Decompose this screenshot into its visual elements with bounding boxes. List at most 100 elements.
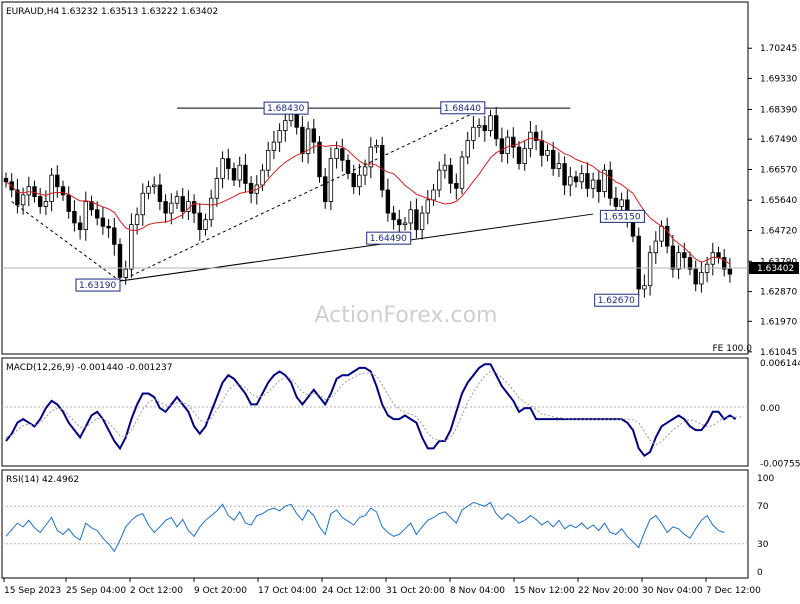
candle [596, 170, 601, 203]
price-panel-title: EURAUD,H4 [6, 7, 59, 17]
candle [260, 164, 265, 191]
candle [647, 245, 653, 296]
time-axis-label: 9 Oct 20:00 [194, 586, 247, 596]
time-axis-label: 15 Sep 2023 [4, 586, 61, 596]
candle [482, 115, 487, 142]
candle [442, 154, 448, 179]
candle [579, 164, 584, 189]
candle [277, 123, 282, 153]
candle [590, 172, 596, 199]
candle [146, 180, 151, 200]
price-axis: 1.70245 1.69330 1.68390 1.67490 1.66570 1.656… [748, 44, 797, 358]
price-axis-label: 1.64720 [760, 227, 797, 237]
candle [317, 136, 322, 183]
ohlc-close: 1.63402 [181, 7, 218, 17]
price-axis-label: 1.67490 [760, 135, 797, 145]
candle [568, 166, 573, 197]
candle [311, 119, 316, 154]
candle [693, 260, 698, 292]
candle [237, 156, 242, 188]
dashed-trendline [119, 107, 486, 282]
candle [602, 164, 607, 198]
candle [100, 206, 106, 235]
candle [488, 109, 493, 137]
candle [562, 156, 567, 195]
candle [300, 116, 305, 163]
last-price-tag-text: 1.63402 [757, 264, 794, 274]
candle [493, 107, 499, 147]
ohlc-high: 1.63513 [101, 7, 138, 17]
time-axis-label: 22 Nov 20:00 [578, 586, 639, 596]
candle [32, 180, 37, 203]
candle [431, 184, 436, 206]
candle [368, 137, 373, 179]
candle [15, 178, 20, 214]
price-annotations: 1.63190 1.68430 1.64490 1.68440 1.65150 1.626… [75, 101, 645, 307]
macd-axis: 0.006144 0.00 -0.007555 [760, 359, 800, 469]
ohlc-low: 1.63222 [141, 7, 178, 17]
candle [95, 201, 100, 226]
candle [49, 167, 54, 212]
candle [425, 189, 430, 225]
price-label: 1.64490 [366, 231, 412, 245]
candle [391, 205, 396, 230]
time-axis-label: 8 Nov 04:00 [450, 586, 505, 596]
candle [414, 198, 419, 239]
candle [727, 257, 733, 283]
candle [322, 168, 328, 209]
candle [214, 167, 220, 207]
candle [180, 187, 185, 219]
candle [408, 201, 413, 231]
price-axis-label: 1.70245 [760, 44, 797, 54]
candle [357, 163, 362, 196]
price-label-text: 1.62670 [598, 296, 635, 306]
price-label: 1.65150 [599, 209, 645, 223]
last-price-tag: 1.63402 [749, 262, 799, 274]
price-label-text: 1.63190 [79, 281, 116, 291]
dashed-trendline [11, 201, 121, 282]
candle [653, 231, 658, 264]
rsi-axis: 100 70 30 0 [757, 474, 774, 578]
candle [374, 139, 379, 154]
macd-lines [5, 363, 742, 458]
candle [522, 140, 527, 171]
rsi-levels [2, 505, 748, 545]
macd-panel: MACD(12,26,9) -0.001440 -0.001237 [1, 357, 749, 467]
price-trendlines [11, 107, 594, 282]
candle [397, 209, 402, 236]
rsi-panel-title: RSI(14) 42.4962 [6, 475, 79, 485]
price-label-text: 1.65150 [603, 212, 640, 222]
price-label-text: 1.68440 [444, 104, 481, 114]
candle [226, 148, 231, 180]
candle [459, 151, 465, 195]
price-label-text: 1.64490 [370, 234, 407, 244]
price-ma-layer [5, 137, 731, 265]
candle [163, 194, 168, 223]
candle [665, 217, 670, 254]
candle [83, 191, 88, 241]
candle [334, 141, 339, 169]
candle [556, 152, 562, 178]
candle [465, 131, 470, 165]
candle [551, 141, 556, 176]
candle [112, 218, 117, 256]
candle [60, 180, 66, 201]
candle [248, 176, 254, 204]
candle [545, 144, 550, 162]
time-axis-label: 25 Sep 04:00 [66, 586, 126, 596]
candle [305, 121, 311, 164]
time-axis-label: 30 Nov 04:00 [642, 586, 703, 596]
candle [106, 219, 111, 238]
rsi-lines [5, 501, 725, 553]
last-price-tag-bg [749, 262, 799, 274]
fe-label: FE 100.0 [713, 344, 753, 354]
candle [385, 178, 391, 222]
candle [436, 161, 442, 198]
candle [197, 203, 202, 241]
candle [687, 251, 693, 276]
ohlc-header: 1.63232 1.63513 1.63222 1.63402 [61, 7, 218, 17]
rsi-axis-label: 70 [757, 502, 769, 512]
candle [66, 186, 71, 219]
time-axis-label: 15 Nov 12:00 [514, 586, 575, 596]
